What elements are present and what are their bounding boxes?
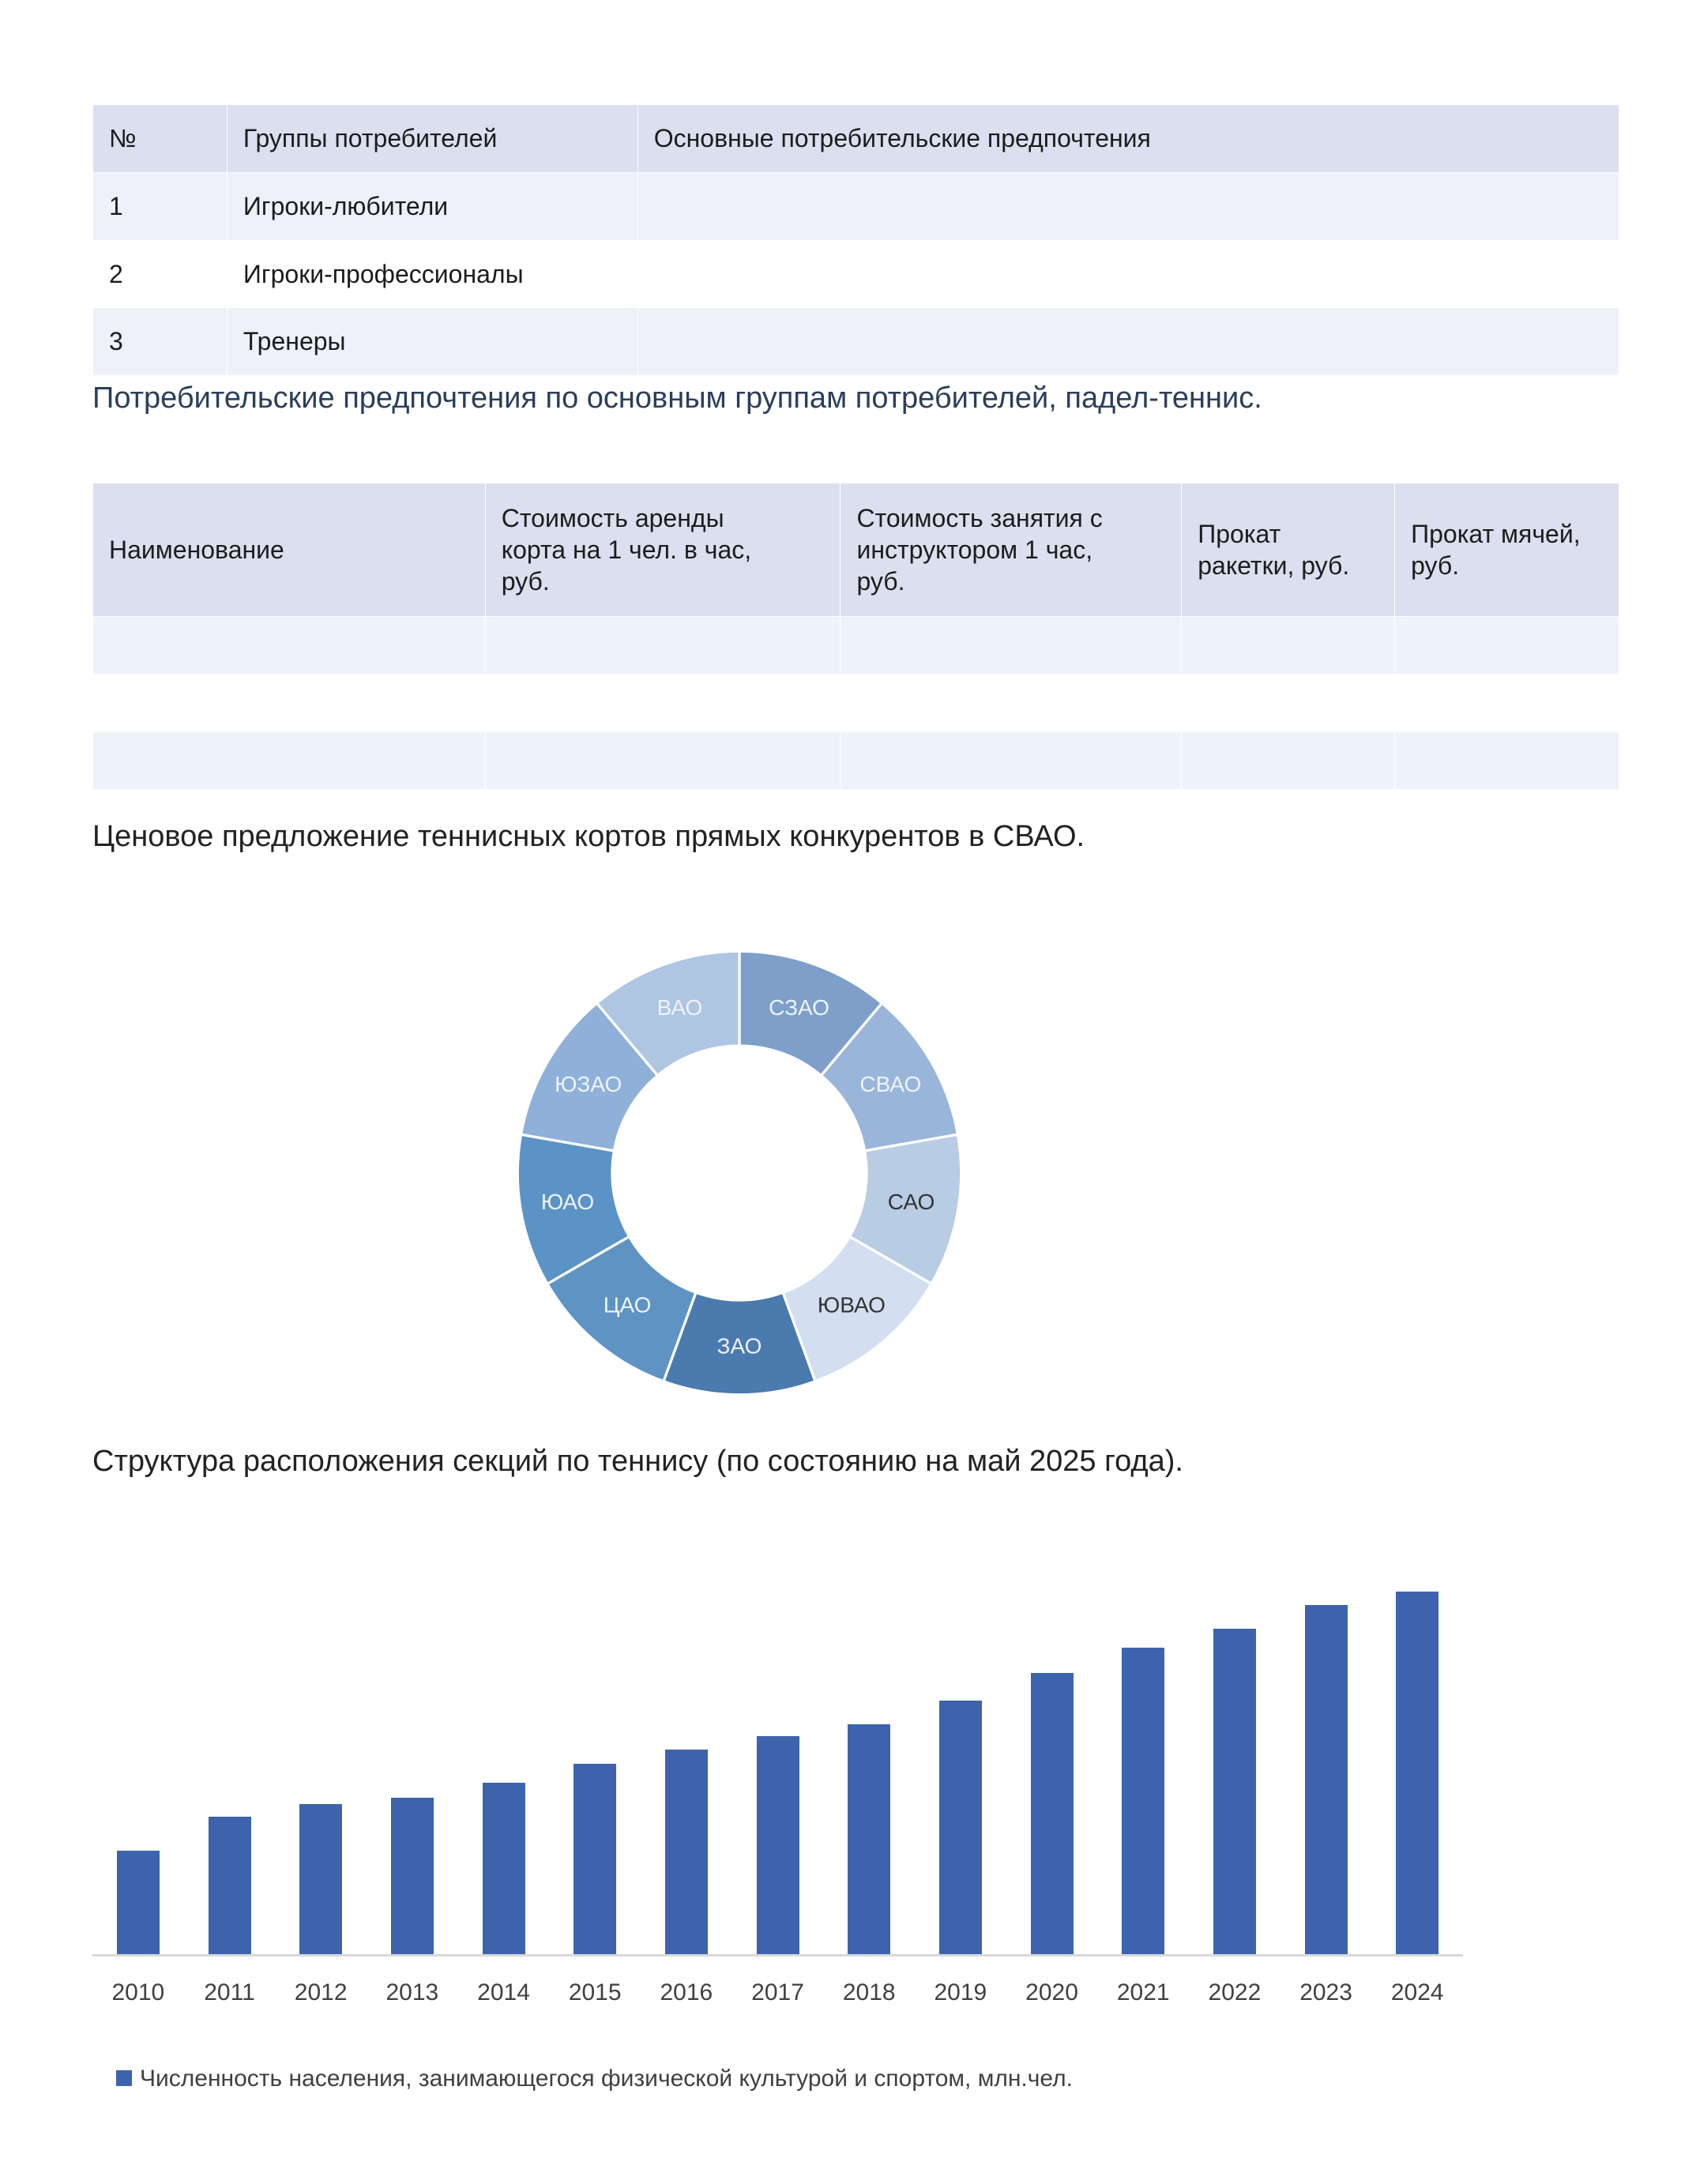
svg-text:САО: САО	[888, 1190, 935, 1214]
svg-text:ЮВАО: ЮВАО	[818, 1293, 886, 1318]
svg-text:СЗАО: СЗАО	[769, 995, 829, 1020]
svg-text:СВАО: СВАО	[859, 1072, 921, 1096]
svg-text:ЦАО: ЦАО	[604, 1293, 652, 1318]
svg-text:ЮАО: ЮАО	[541, 1190, 594, 1214]
svg-text:ЗАО: ЗАО	[717, 1333, 762, 1358]
svg-text:ЮЗАО: ЮЗАО	[555, 1072, 622, 1096]
svg-text:ВАО: ВАО	[657, 995, 703, 1020]
